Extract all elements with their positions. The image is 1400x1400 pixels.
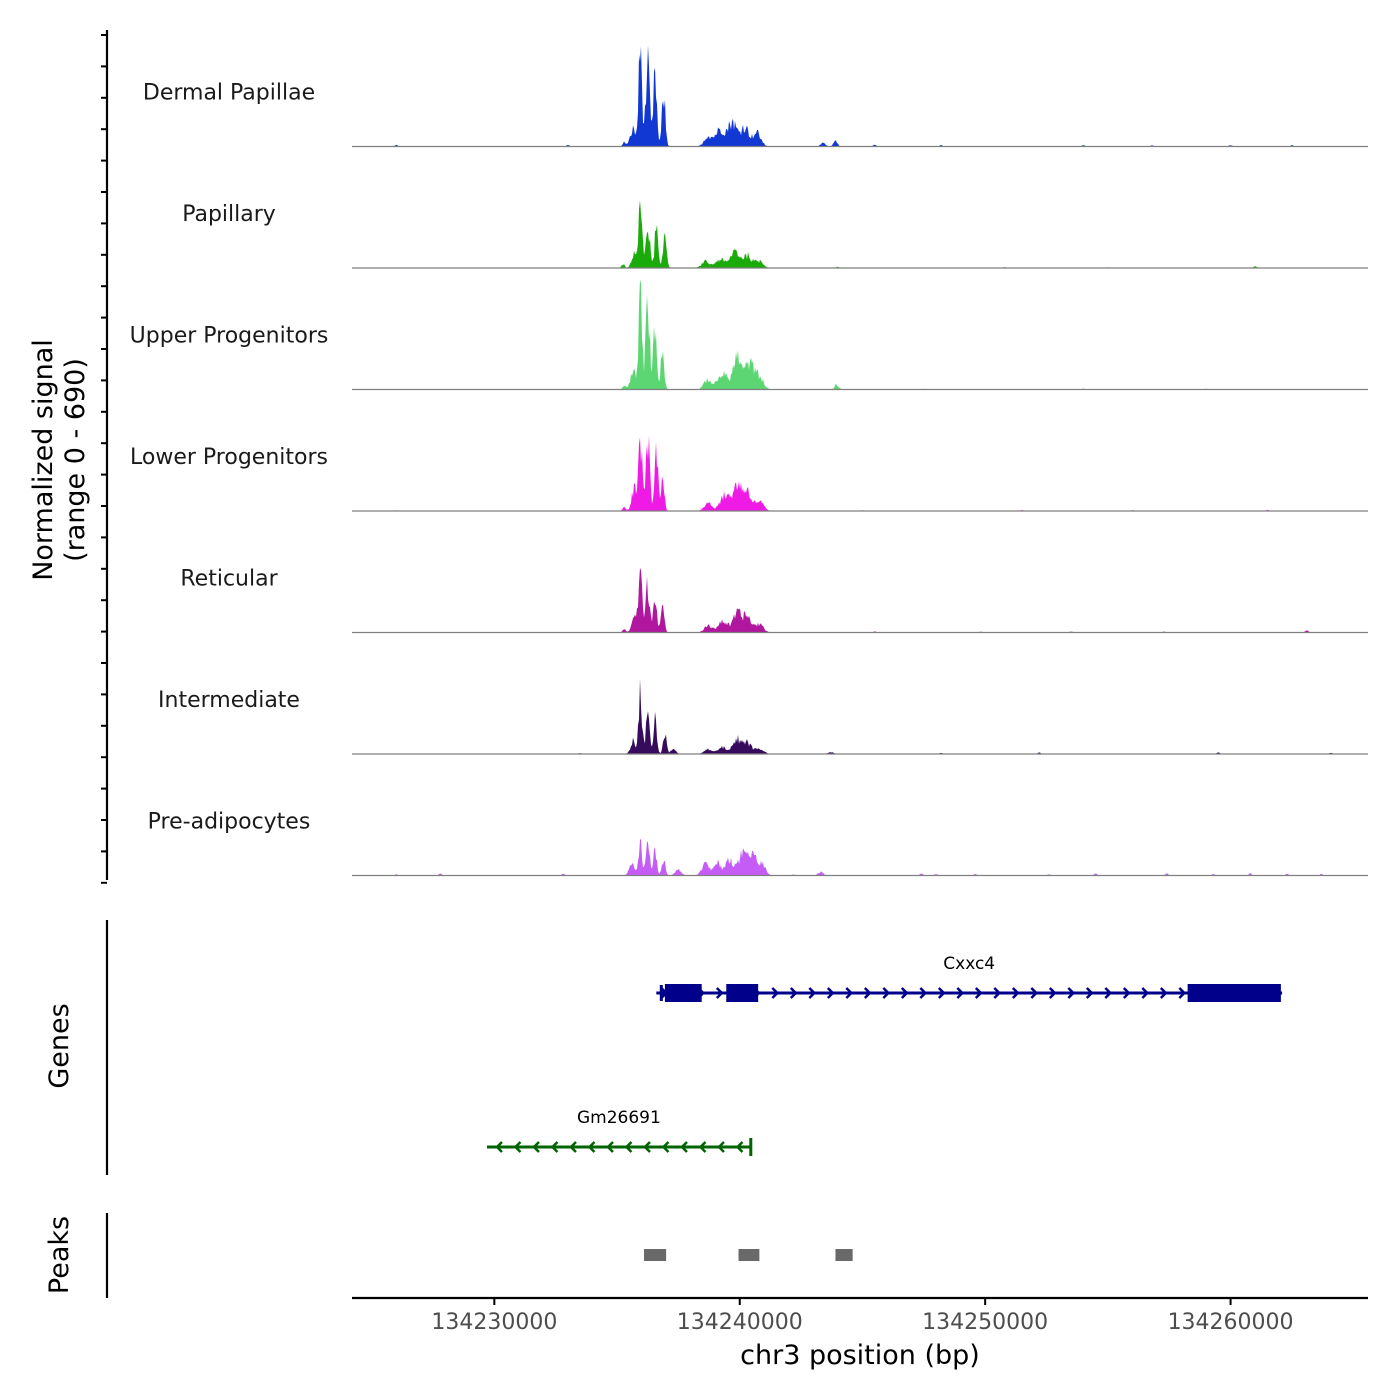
track-label-pre-adipocytes: Pre-adipocytes <box>148 810 311 835</box>
strand-chevron <box>1104 987 1113 999</box>
strand-chevron <box>845 987 854 999</box>
exon-cxxc4-3 <box>1187 984 1281 1002</box>
x-axis: 134230000 134240000 134250000 134260000 <box>352 1296 1368 1335</box>
strand-chevron <box>587 1141 596 1153</box>
strand-chevron <box>919 987 928 999</box>
strand-chevron <box>680 1141 688 1153</box>
track-label-dermal-papillae: Dermal Papillae <box>143 81 315 106</box>
track-label-intermediate: Intermediate <box>158 688 300 713</box>
coverage-area-intermediate <box>352 678 1368 754</box>
coverage-area-papillary <box>352 200 1368 268</box>
peak-region-2 <box>738 1249 760 1261</box>
strand-chevron <box>789 987 798 999</box>
track-label-lower-progenitors: Lower Progenitors <box>130 445 328 470</box>
peak-region-3 <box>835 1249 853 1261</box>
strand-chevron <box>1141 987 1150 999</box>
strand-chevron <box>717 1141 725 1153</box>
strand-chevron <box>698 1141 707 1153</box>
coverage-area-upper-progenitors <box>352 279 1368 390</box>
peak-regions <box>644 1249 853 1261</box>
strand-chevron <box>863 987 872 999</box>
strand-chevron <box>715 987 724 999</box>
strand-chevron <box>624 1141 633 1153</box>
coverage-tracks: Dermal Papillae Papillary Upper Progenitor… <box>130 45 1368 877</box>
strand-chevron <box>808 987 817 999</box>
y-axis-title-line2: (range 0 - 690) <box>60 358 91 562</box>
strand-chevron <box>532 1141 540 1153</box>
track-upper-progenitors: Upper Progenitors <box>130 279 1368 391</box>
x-ticks: 134230000 134240000 134250000 134260000 <box>431 1298 1294 1335</box>
coverage-area-pre-adipocytes <box>352 838 1368 876</box>
track-pre-adipocytes: Pre-adipocytes <box>148 810 1368 877</box>
strand-chevron <box>513 1141 522 1153</box>
peak-region-1 <box>644 1249 667 1261</box>
track-lower-progenitors: Lower Progenitors <box>130 435 1368 512</box>
track-reticular: Reticular <box>180 567 1368 634</box>
track-label-papillary: Papillary <box>182 202 276 227</box>
signal-y-ticks <box>101 34 107 884</box>
strand-chevron <box>1030 987 1039 999</box>
peaks-axis-title: Peaks <box>44 1216 75 1294</box>
strand-chevron <box>1178 987 1187 999</box>
gene-label-gm26691: Gm26691 <box>577 1108 661 1128</box>
strand-chevron <box>661 1141 670 1153</box>
strand-chevron <box>1159 987 1168 999</box>
y-axis-title-line1: Normalized signal <box>28 339 59 581</box>
coverage-area-reticular <box>352 567 1368 633</box>
strand-chevron <box>495 1141 503 1153</box>
strand-chevron <box>974 987 983 999</box>
strand-chevron <box>1048 987 1057 999</box>
track-papillary: Papillary <box>182 200 1368 269</box>
coverage-area-lower-progenitors <box>352 435 1368 511</box>
strand-chevron <box>735 1141 744 1153</box>
x-tick-label-0: 134230000 <box>431 1310 557 1335</box>
track-dermal-papillae: Dermal Papillae <box>143 45 1368 148</box>
coverage-area-dermal-papillae <box>352 45 1368 147</box>
strand-chevron <box>882 987 891 999</box>
gene-gm26691: Gm26691 <box>486 1108 753 1156</box>
strand-chevron <box>1122 987 1131 999</box>
strand-chevron <box>937 987 946 999</box>
exon-cxxc4-1 <box>664 984 702 1002</box>
strand-chevron <box>1011 987 1020 999</box>
x-tick-label-1: 134240000 <box>677 1310 803 1335</box>
strand-chevron <box>550 1141 559 1153</box>
x-tick-label-2: 134250000 <box>922 1310 1048 1335</box>
genes-axis-title: Genes <box>44 1003 75 1088</box>
track-label-reticular: Reticular <box>180 567 278 592</box>
strand-chevron <box>606 1141 614 1153</box>
exon-cxxc4-2 <box>726 984 759 1002</box>
gene-label-cxxc4: Cxxc4 <box>943 954 995 974</box>
x-axis-title: chr3 position (bp) <box>740 1340 980 1371</box>
strand-chevron <box>900 987 909 999</box>
strand-chevron <box>771 987 780 999</box>
x-tick-label-3: 134260000 <box>1168 1310 1294 1335</box>
strand-chevron <box>826 987 835 999</box>
gene-annotations: Cxxc4 Gm26691 <box>486 954 1283 1156</box>
strand-chevron <box>993 987 1002 999</box>
strand-chevron <box>569 1141 577 1153</box>
track-intermediate: Intermediate <box>158 678 1368 755</box>
strand-chevron <box>956 987 965 999</box>
strand-chevron <box>1085 987 1094 999</box>
signal-y-axis <box>101 30 109 884</box>
strand-chevron <box>1067 987 1076 999</box>
track-label-upper-progenitors: Upper Progenitors <box>130 324 329 349</box>
gene-cxxc4: Cxxc4 <box>656 954 1283 1002</box>
strand-chevron <box>643 1141 651 1153</box>
